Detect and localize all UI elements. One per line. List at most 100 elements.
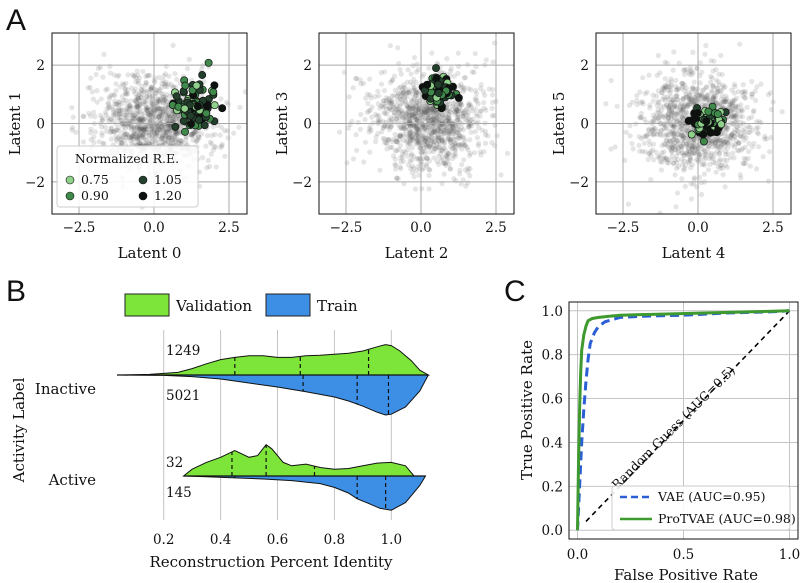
highlight-point bbox=[699, 137, 708, 146]
background-point bbox=[408, 79, 414, 85]
background-point bbox=[388, 98, 394, 104]
background-point bbox=[426, 143, 432, 149]
background-point bbox=[669, 104, 676, 110]
background-point bbox=[679, 112, 685, 118]
background-point bbox=[425, 105, 431, 111]
background-point bbox=[681, 67, 687, 74]
background-point bbox=[439, 113, 446, 119]
background-point bbox=[679, 143, 685, 149]
background-point bbox=[131, 125, 137, 131]
background-point bbox=[712, 136, 719, 142]
background-point bbox=[169, 119, 175, 125]
background-point bbox=[155, 105, 161, 111]
background-point bbox=[400, 91, 406, 97]
background-point bbox=[612, 144, 618, 150]
background-point bbox=[153, 101, 159, 107]
background-point bbox=[168, 81, 174, 88]
background-point bbox=[664, 60, 670, 66]
background-point bbox=[138, 94, 145, 101]
highlight-point bbox=[193, 102, 202, 111]
background-point bbox=[710, 68, 716, 74]
background-point bbox=[224, 99, 230, 105]
background-point bbox=[148, 100, 154, 106]
background-point bbox=[680, 141, 687, 147]
background-point bbox=[116, 72, 122, 78]
background-point bbox=[669, 153, 675, 159]
background-point bbox=[668, 100, 674, 106]
background-point bbox=[608, 77, 614, 84]
background-point bbox=[713, 77, 720, 83]
background-point bbox=[129, 85, 135, 91]
background-point bbox=[149, 125, 155, 131]
background-point bbox=[127, 117, 133, 123]
background-point bbox=[336, 129, 343, 135]
background-point bbox=[689, 144, 695, 150]
background-point bbox=[455, 50, 461, 56]
background-point bbox=[481, 100, 487, 106]
background-point bbox=[668, 84, 674, 90]
background-point bbox=[458, 181, 464, 187]
background-point bbox=[653, 149, 659, 155]
background-point bbox=[107, 70, 113, 76]
background-point bbox=[682, 183, 688, 189]
background-point bbox=[380, 124, 386, 131]
background-point bbox=[482, 140, 489, 146]
background-point bbox=[134, 103, 140, 109]
background-point bbox=[472, 97, 478, 103]
background-point bbox=[131, 124, 137, 130]
background-point bbox=[674, 119, 680, 125]
background-point bbox=[414, 140, 420, 146]
y-tick-label: 0 bbox=[36, 117, 45, 133]
background-point bbox=[397, 164, 403, 170]
background-point bbox=[164, 117, 170, 123]
background-point bbox=[473, 91, 480, 97]
background-point bbox=[664, 138, 670, 144]
background-point bbox=[431, 109, 437, 115]
background-point bbox=[113, 133, 119, 139]
background-point bbox=[721, 139, 727, 145]
background-point bbox=[685, 69, 692, 75]
background-point bbox=[766, 178, 772, 184]
background-point bbox=[402, 99, 408, 105]
background-point bbox=[449, 121, 456, 127]
background-point bbox=[127, 137, 134, 143]
background-point bbox=[416, 126, 422, 132]
background-point bbox=[762, 133, 768, 139]
background-point bbox=[661, 133, 668, 139]
x-tick-label: 0.8 bbox=[324, 532, 345, 548]
background-point bbox=[407, 158, 413, 164]
background-point bbox=[404, 139, 410, 145]
background-point bbox=[651, 115, 657, 122]
background-point bbox=[400, 126, 407, 132]
background-point bbox=[451, 73, 457, 79]
background-point bbox=[171, 134, 177, 140]
background-point bbox=[144, 107, 150, 113]
background-point bbox=[160, 123, 166, 130]
highlight-point bbox=[192, 81, 201, 90]
background-point bbox=[415, 140, 421, 146]
background-point bbox=[670, 143, 676, 149]
background-point bbox=[749, 127, 755, 133]
background-point bbox=[158, 113, 164, 119]
background-point bbox=[167, 134, 173, 140]
background-point bbox=[170, 116, 176, 122]
background-point bbox=[174, 130, 180, 136]
roc-line-protvae bbox=[576, 309, 790, 531]
background-point bbox=[394, 139, 400, 145]
background-point bbox=[416, 135, 422, 141]
background-point bbox=[401, 131, 407, 137]
background-point bbox=[384, 111, 390, 117]
background-point bbox=[732, 141, 739, 147]
background-point bbox=[80, 139, 86, 145]
background-point bbox=[657, 113, 663, 119]
background-point bbox=[715, 163, 721, 170]
background-point bbox=[143, 80, 149, 86]
background-point bbox=[161, 124, 167, 130]
background-point bbox=[156, 98, 162, 104]
background-point bbox=[669, 79, 675, 85]
background-point bbox=[710, 93, 717, 99]
background-point bbox=[444, 56, 450, 62]
background-point bbox=[174, 76, 180, 82]
background-point bbox=[144, 107, 150, 114]
background-point bbox=[130, 136, 136, 142]
